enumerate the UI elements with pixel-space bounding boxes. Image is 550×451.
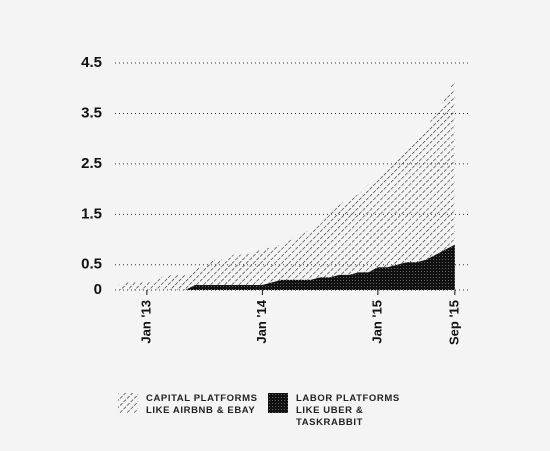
y-tick-label: 2.5 xyxy=(81,155,102,172)
x-tick-label: Jan '13 xyxy=(138,300,153,344)
y-tick-label: 4.5 xyxy=(81,54,102,71)
area xyxy=(118,78,455,290)
legend-label: CAPITAL PLATFORMS LIKE AIRBNB & EBAY xyxy=(146,393,258,416)
y-tick-label: 1.5 xyxy=(81,205,102,222)
legend-swatch xyxy=(268,393,288,413)
x-tick-label: Jan '14 xyxy=(254,299,269,343)
y-tick-label: 0 xyxy=(94,281,102,298)
legend-swatch xyxy=(118,393,138,413)
legend-label: LABOR PLATFORMS LIKE UBER & TASKRABBIT xyxy=(296,393,400,428)
x-tick-label: Sep '15 xyxy=(446,300,461,345)
y-tick-label: 0.5 xyxy=(81,256,102,273)
x-tick-label: Jan '15 xyxy=(369,300,384,344)
area xyxy=(118,244,455,290)
swatch-fill xyxy=(118,393,138,413)
legend-item: LABOR PLATFORMS LIKE UBER & TASKRABBIT xyxy=(268,393,426,429)
legend-item: CAPITAL PLATFORMS LIKE AIRBNB & EBAY xyxy=(118,393,276,417)
y-tick-label: 3.5 xyxy=(81,104,102,121)
swatch-fill xyxy=(268,393,288,413)
